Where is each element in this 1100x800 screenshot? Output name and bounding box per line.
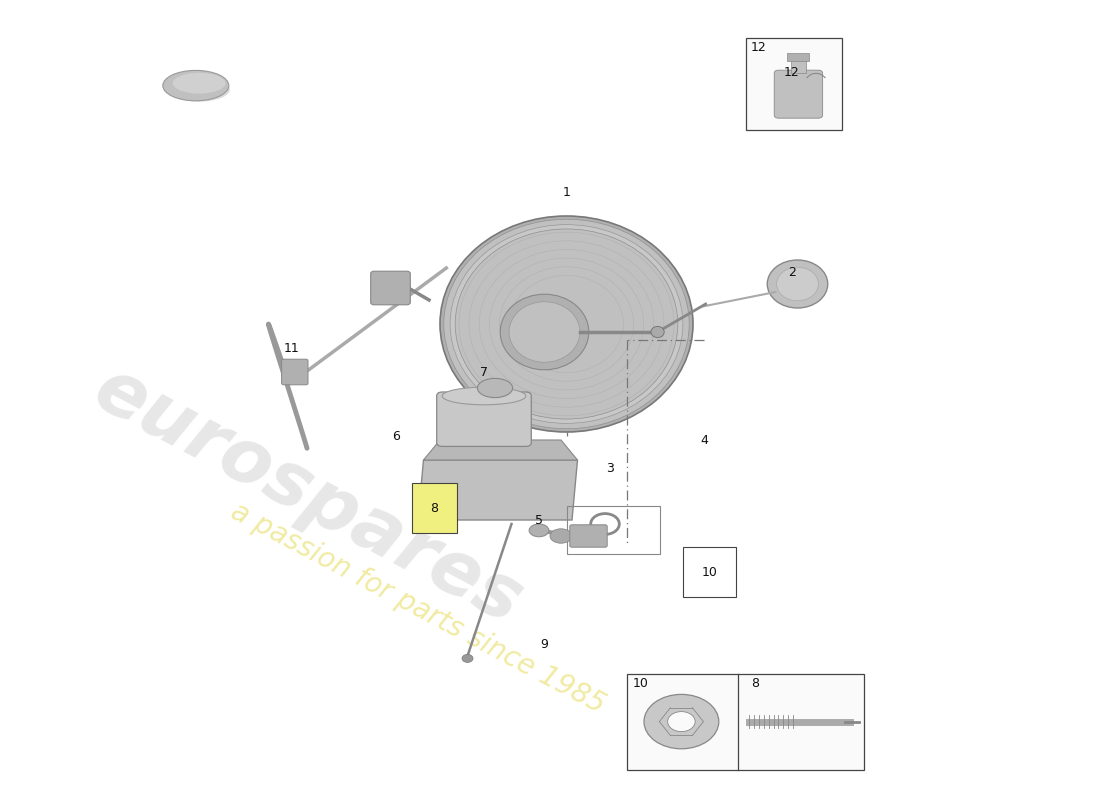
Ellipse shape [442, 387, 526, 405]
Ellipse shape [500, 294, 588, 370]
Text: 11: 11 [284, 342, 299, 354]
Text: 10: 10 [702, 566, 717, 578]
Text: 4: 4 [700, 434, 708, 446]
Text: 3: 3 [606, 462, 615, 474]
Ellipse shape [163, 70, 229, 101]
Bar [791, 59, 806, 74]
Ellipse shape [443, 219, 690, 429]
Text: a passion for parts since 1985: a passion for parts since 1985 [227, 497, 609, 719]
Ellipse shape [477, 378, 513, 398]
Bar [788, 53, 810, 61]
Text: 12: 12 [784, 66, 800, 78]
FancyBboxPatch shape [774, 70, 823, 118]
Ellipse shape [509, 302, 580, 362]
Ellipse shape [462, 654, 473, 662]
Bar [566, 506, 660, 554]
Text: 5: 5 [535, 514, 543, 526]
Ellipse shape [668, 712, 695, 731]
Ellipse shape [651, 326, 664, 338]
Ellipse shape [173, 73, 225, 94]
FancyBboxPatch shape [282, 359, 308, 385]
Ellipse shape [529, 524, 549, 537]
Bar [746, 38, 842, 130]
Ellipse shape [777, 267, 818, 301]
FancyBboxPatch shape [437, 392, 531, 446]
Ellipse shape [450, 225, 683, 423]
Text: 1: 1 [562, 186, 571, 198]
Text: 7: 7 [480, 366, 488, 378]
FancyBboxPatch shape [570, 525, 607, 547]
Ellipse shape [455, 229, 678, 419]
Text: 2: 2 [788, 266, 796, 278]
FancyBboxPatch shape [371, 271, 410, 305]
Text: 8: 8 [750, 677, 759, 690]
Ellipse shape [440, 216, 693, 432]
Ellipse shape [644, 694, 718, 749]
Ellipse shape [550, 529, 572, 543]
Text: 10: 10 [632, 677, 648, 690]
Text: 9: 9 [540, 638, 549, 650]
Polygon shape [418, 460, 578, 520]
Text: 6: 6 [392, 430, 400, 442]
Text: eurospares: eurospares [81, 353, 535, 639]
Polygon shape [424, 440, 578, 460]
Bar [627, 674, 864, 770]
Text: 12: 12 [751, 41, 767, 54]
Ellipse shape [168, 78, 230, 102]
Text: 8: 8 [430, 502, 439, 514]
Ellipse shape [768, 260, 827, 308]
